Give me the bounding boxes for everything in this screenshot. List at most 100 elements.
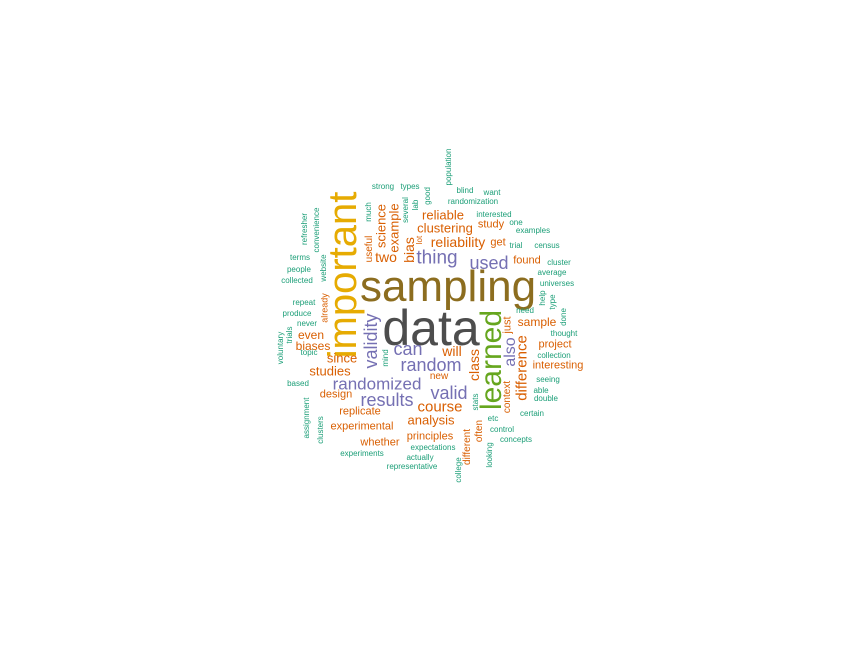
word-sampling: sampling (359, 262, 537, 311)
word-actually: actually (406, 453, 434, 462)
word-thought: thought (550, 329, 578, 338)
word-stats: stats (471, 393, 480, 411)
word-strong: strong (371, 182, 395, 191)
word-clustering: clustering (417, 220, 473, 236)
word-examples: examples (515, 226, 551, 235)
word-interested: interested (476, 210, 512, 219)
word-website: website (319, 254, 328, 282)
word-experimental: experimental (330, 420, 394, 433)
word-produce: produce (282, 309, 312, 318)
word-concepts: concepts (499, 435, 533, 444)
word-certain: certain (519, 409, 545, 418)
word-etc: etc (487, 414, 499, 423)
word-never: never (296, 319, 318, 328)
word-convenience: convenience (312, 207, 321, 253)
word-lot: lot (415, 235, 424, 245)
word-type: type (548, 294, 557, 310)
word-science: science (373, 203, 389, 249)
word-census: census (534, 241, 560, 250)
word-design: design (319, 388, 353, 401)
word-terms: terms (290, 253, 310, 262)
word-collected: collected (281, 276, 313, 285)
word-context: context (502, 380, 513, 414)
word-collection: collection (537, 351, 571, 360)
word-double: double (533, 394, 559, 403)
word-assignment: assignment (302, 397, 311, 439)
word-even: even (297, 328, 325, 342)
word-randomized: randomized (332, 374, 422, 394)
word-representative: representative (386, 462, 438, 471)
word-clusters: clusters (316, 416, 325, 444)
word-since: since (326, 350, 358, 366)
word-replicate: replicate (339, 405, 381, 418)
word-reliable: reliable (422, 207, 464, 223)
word-example: example (386, 203, 402, 253)
word-done: done (559, 308, 568, 326)
word-different: different (462, 429, 473, 465)
word-expectations: expectations (410, 443, 456, 452)
word-help: help (538, 290, 547, 306)
word-topic: topic (300, 348, 318, 357)
word-refresher: refresher (300, 212, 309, 246)
word-studies: studies (309, 363, 351, 379)
word-class: class (466, 349, 482, 381)
word-difference: difference (513, 335, 531, 401)
word-seeing: seeing (536, 375, 560, 384)
word-used: used (469, 253, 509, 273)
word-biases: biases (295, 339, 331, 353)
word-need: need (516, 306, 534, 315)
word-new: new (429, 371, 449, 382)
word-able: able (533, 386, 549, 395)
word-course: course (417, 398, 463, 416)
word-one: one (509, 218, 523, 227)
word-population: population (444, 148, 453, 186)
word-repeat: repeat (292, 298, 316, 307)
word-good: good (423, 187, 432, 205)
word-trial: trial (509, 241, 523, 250)
word-get: get (490, 236, 506, 249)
word-bias: bias (401, 237, 417, 263)
word-control: control (489, 425, 515, 434)
word-blind: blind (456, 186, 474, 195)
word-lab: lab (411, 199, 420, 211)
word-results: results (360, 390, 414, 410)
word-data: data (382, 300, 480, 356)
word-whether: whether (360, 436, 400, 449)
word-interesting: interesting (532, 359, 584, 372)
word-analysis: analysis (407, 412, 455, 428)
word-can: can (393, 339, 423, 359)
word-randomization: randomization (447, 197, 499, 206)
word-cluster: cluster (547, 258, 571, 267)
word-just: just (501, 316, 514, 334)
word-random: random (400, 355, 462, 375)
word-important: important (321, 191, 365, 359)
word-several: several (401, 197, 410, 223)
word-universes: universes (539, 279, 575, 288)
word-two: two (375, 249, 397, 265)
word-voluntary: voluntary (276, 331, 285, 365)
word-already: already (319, 293, 330, 323)
word-thing: thing (416, 247, 458, 269)
word-experiments: experiments (340, 449, 384, 458)
word-useful: useful (364, 235, 375, 263)
word-average: average (537, 268, 567, 277)
word-much: much (364, 202, 373, 222)
word-want: want (483, 188, 501, 197)
word-looking: looking (485, 442, 494, 468)
word-reliability: reliability (430, 234, 486, 250)
word-trials: trials (285, 326, 294, 344)
word-often: often (474, 419, 485, 443)
word-found: found (513, 254, 541, 267)
word-validity: validity (361, 313, 381, 369)
word-sample: sample (517, 315, 557, 329)
word-mind: mind (381, 349, 390, 367)
word-principles: principles (406, 430, 454, 443)
word-project: project (538, 338, 572, 351)
word-based: based (287, 379, 309, 388)
word-types: types (400, 182, 420, 191)
word-valid: valid (430, 383, 468, 403)
word-people: people (286, 265, 312, 274)
word-study: study (477, 218, 505, 231)
word-will: will (442, 343, 462, 359)
